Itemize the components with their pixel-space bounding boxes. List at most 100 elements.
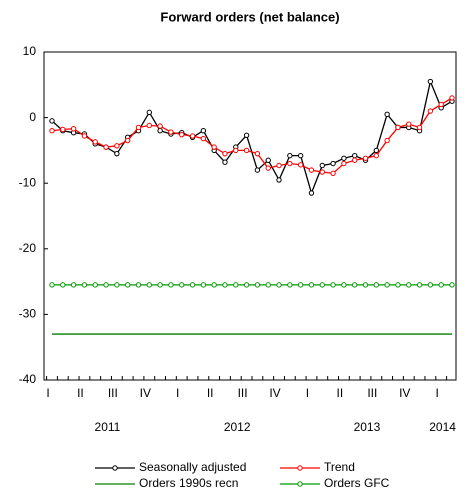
point <box>308 167 315 173</box>
point <box>146 122 152 129</box>
point <box>427 282 434 288</box>
legend-label: Orders 1990s recn <box>139 476 238 490</box>
point <box>114 143 120 149</box>
point <box>287 282 293 288</box>
point <box>92 139 98 145</box>
point <box>265 282 271 288</box>
year-label: 2011 <box>95 420 121 434</box>
point <box>373 147 380 154</box>
point <box>60 126 66 133</box>
point <box>222 159 228 165</box>
x-tick-label: I <box>436 386 439 400</box>
point <box>157 282 163 288</box>
point <box>319 169 325 175</box>
point <box>341 160 347 167</box>
point <box>135 124 142 131</box>
point <box>297 162 304 168</box>
point <box>243 282 250 288</box>
point <box>233 282 239 288</box>
point <box>222 282 228 288</box>
point <box>114 282 120 288</box>
point <box>189 282 196 288</box>
x-tick-label: I <box>306 386 309 400</box>
point <box>276 177 282 183</box>
point <box>287 152 293 159</box>
point <box>352 282 358 288</box>
x-tick-label: II <box>77 386 84 400</box>
point <box>60 282 66 288</box>
point <box>254 282 261 288</box>
point <box>373 152 380 159</box>
point <box>70 282 77 288</box>
series-line <box>51 97 453 175</box>
point <box>103 144 109 150</box>
point <box>157 123 163 129</box>
legend-marker <box>297 481 303 487</box>
point <box>362 155 369 161</box>
point <box>427 108 434 114</box>
point <box>308 282 315 288</box>
x-tick-label: III <box>108 386 118 400</box>
point <box>211 144 217 150</box>
x-tick-label: IV <box>399 386 410 400</box>
point <box>297 282 304 288</box>
x-tick-label: III <box>367 386 377 400</box>
point <box>416 282 423 288</box>
point <box>276 162 282 169</box>
point <box>179 282 185 288</box>
point <box>352 157 358 163</box>
chart-title: Forward orders (net balance) <box>160 9 339 24</box>
x-tick-label: IV <box>140 386 151 400</box>
y-tick-label: 0 <box>29 110 36 124</box>
point <box>276 282 282 288</box>
point <box>449 95 455 101</box>
point <box>384 282 390 288</box>
point <box>200 282 207 288</box>
x-tick-label: II <box>337 386 344 400</box>
point <box>319 162 325 169</box>
point <box>254 167 261 173</box>
point <box>416 124 423 131</box>
x-tick-label: II <box>207 386 214 400</box>
legend-marker <box>297 465 303 471</box>
point <box>168 129 174 135</box>
point <box>146 282 152 288</box>
point <box>406 121 412 127</box>
point <box>297 152 304 159</box>
year-label: 2014 <box>429 420 456 434</box>
point <box>341 282 347 288</box>
point <box>222 150 228 157</box>
point <box>427 78 434 85</box>
point <box>384 137 390 144</box>
point <box>233 147 239 154</box>
point <box>265 165 271 171</box>
point <box>384 111 390 118</box>
point <box>243 147 250 154</box>
point <box>81 133 88 139</box>
point <box>146 109 152 116</box>
x-tick-label: IV <box>269 386 280 400</box>
point <box>330 160 336 167</box>
point <box>352 152 358 159</box>
point <box>179 131 185 138</box>
y-tick-label: -40 <box>19 372 37 386</box>
point <box>168 282 174 288</box>
point <box>330 282 336 288</box>
point <box>124 282 131 288</box>
point <box>341 155 347 161</box>
point <box>200 135 207 142</box>
point <box>265 157 271 163</box>
point <box>373 282 380 288</box>
y-tick-label: 10 <box>23 44 37 58</box>
point <box>157 128 163 134</box>
plot-frame <box>43 51 457 381</box>
y-tick-label: -10 <box>19 175 37 189</box>
legend-label: Orders GFC <box>324 476 390 490</box>
point <box>92 282 98 288</box>
legend-label: Seasonally adjusted <box>139 460 246 474</box>
point <box>103 282 109 288</box>
legend-label: Trend <box>324 460 355 474</box>
y-tick-label: -30 <box>19 307 37 321</box>
point <box>243 132 250 139</box>
